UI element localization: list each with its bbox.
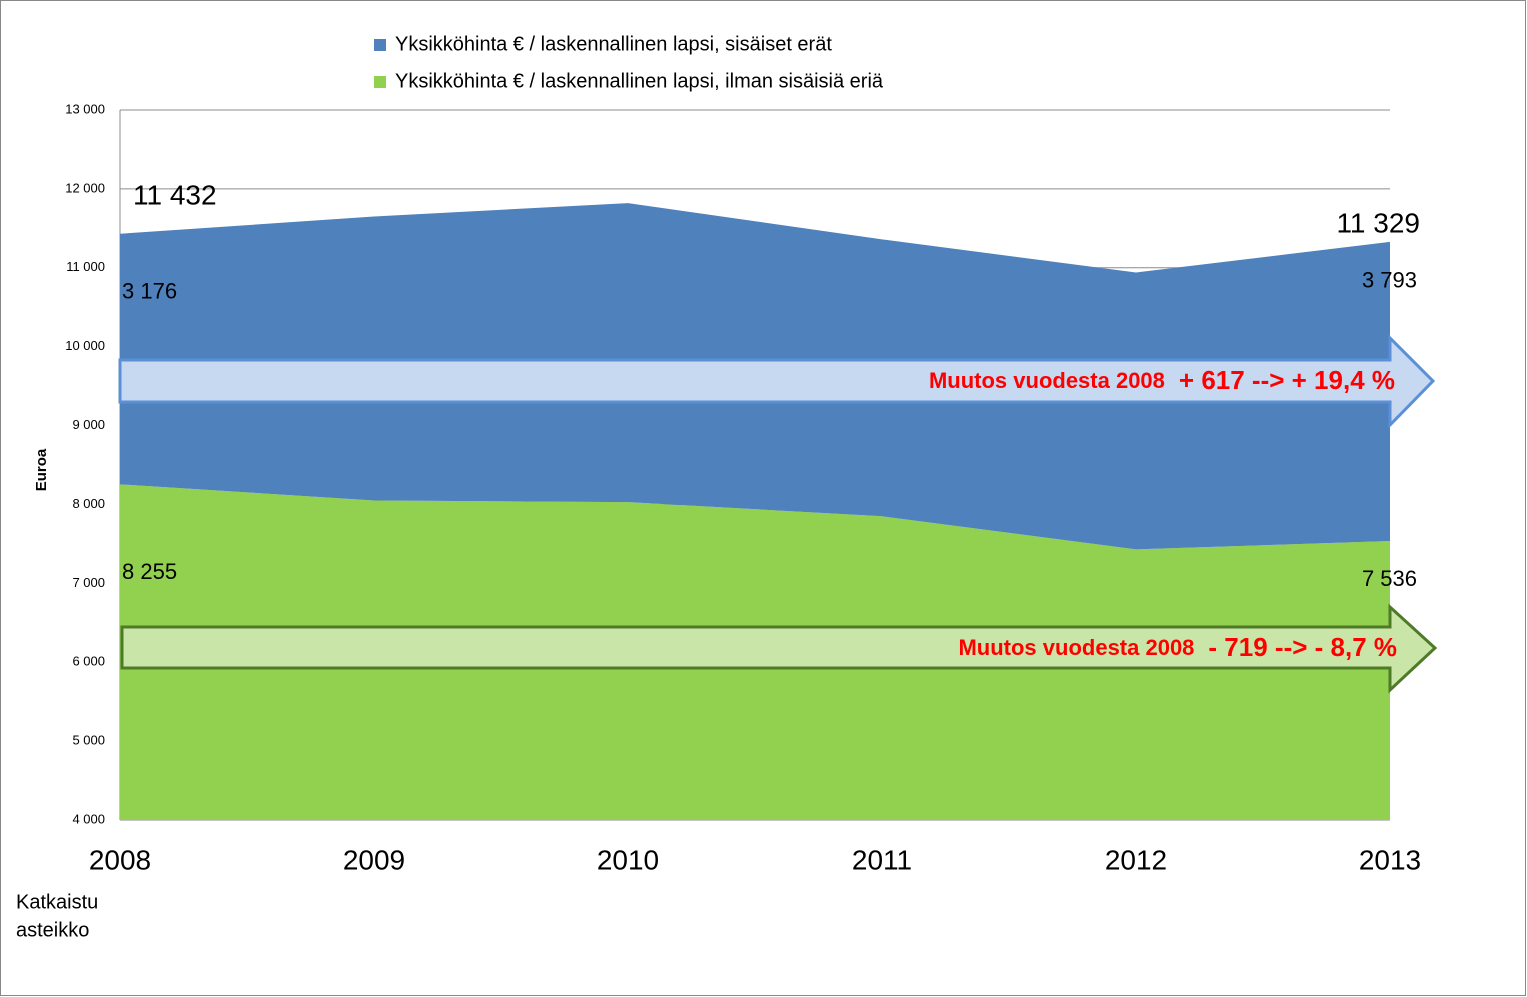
x-tick-label: 2010 bbox=[597, 844, 659, 875]
total-label: 11 329 bbox=[1336, 207, 1420, 238]
x-tick-label: 2013 bbox=[1359, 844, 1421, 875]
x-tick-label: 2009 bbox=[343, 844, 405, 875]
y-tick-label: 10 000 bbox=[65, 338, 105, 353]
change-arrow bbox=[120, 603, 1438, 694]
y-tick-label: 6 000 bbox=[72, 654, 105, 669]
y-tick-label: 4 000 bbox=[72, 811, 105, 826]
change-label: Muutos vuodesta 2008 + 617 --> + 19,4 % bbox=[929, 365, 1395, 395]
y-tick-label: 5 000 bbox=[72, 733, 105, 748]
change-value: + 617 --> + 19,4 % bbox=[1179, 365, 1395, 395]
y-tick-label: 11 000 bbox=[66, 259, 105, 274]
x-tick-label: 2012 bbox=[1105, 844, 1167, 875]
change-value: - 719 --> - 8,7 % bbox=[1208, 632, 1397, 662]
change-label: Muutos vuodesta 2008 - 719 --> - 8,7 % bbox=[958, 632, 1397, 662]
y-tick-label: 12 000 bbox=[65, 180, 105, 195]
change-text: Muutos vuodesta 2008 bbox=[929, 368, 1165, 393]
note: Katkaistu bbox=[16, 891, 98, 913]
legend-label: Yksikköhinta € / laskennallinen lapsi, i… bbox=[395, 70, 884, 92]
legend-label: Yksikköhinta € / laskennallinen lapsi, s… bbox=[395, 33, 832, 55]
x-tick-label: 2011 bbox=[852, 844, 912, 875]
y-tick-label: 9 000 bbox=[72, 417, 105, 432]
x-tick-label: 2008 bbox=[89, 844, 151, 875]
note: asteikko bbox=[16, 919, 89, 941]
change-arrow bbox=[118, 334, 1436, 429]
data-label: 3 176 bbox=[122, 279, 177, 304]
data-label: 8 255 bbox=[122, 559, 177, 584]
legend-swatch bbox=[374, 76, 386, 88]
y-axis-label: Euroa bbox=[33, 448, 50, 491]
overlay: Muutos vuodesta 2008 + 617 --> + 19,4 % M… bbox=[16, 33, 1438, 941]
total-label: 11 432 bbox=[133, 179, 217, 210]
data-label: 3 793 bbox=[1362, 268, 1417, 293]
y-tick-label: 7 000 bbox=[72, 575, 105, 590]
legend-swatch bbox=[374, 39, 386, 51]
data-label: 7 536 bbox=[1362, 566, 1417, 591]
y-tick-label: 8 000 bbox=[72, 496, 105, 511]
change-text: Muutos vuodesta 2008 bbox=[958, 635, 1194, 660]
y-tick-label: 13 000 bbox=[65, 101, 105, 116]
